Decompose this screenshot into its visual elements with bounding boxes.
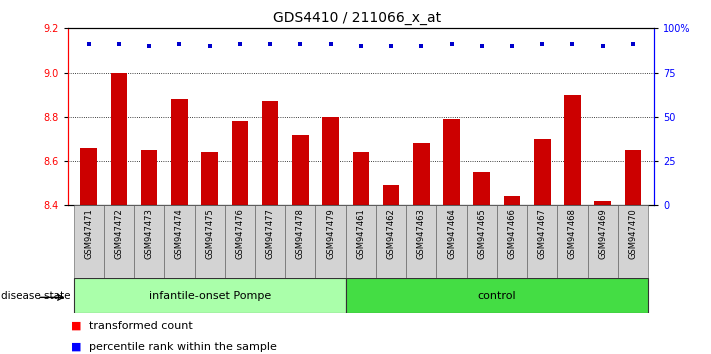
Bar: [376, 205, 406, 278]
Bar: [80, 148, 97, 205]
Point: [294, 41, 306, 47]
Text: disease state: disease state: [1, 291, 71, 301]
Text: GSM947475: GSM947475: [205, 208, 214, 259]
Point: [537, 41, 548, 47]
Text: infantile-onset Pompe: infantile-onset Pompe: [149, 291, 271, 301]
Bar: [443, 119, 460, 205]
Point: [173, 41, 185, 47]
Bar: [262, 101, 279, 205]
Bar: [594, 201, 611, 205]
Bar: [353, 152, 369, 205]
Point: [385, 43, 397, 49]
Point: [234, 41, 245, 47]
Point: [416, 43, 427, 49]
Bar: [316, 205, 346, 278]
Bar: [74, 278, 346, 313]
Bar: [134, 205, 164, 278]
Text: GSM947470: GSM947470: [629, 208, 638, 259]
Bar: [437, 205, 466, 278]
Text: ■: ■: [71, 321, 82, 331]
Bar: [618, 205, 648, 278]
Point: [325, 41, 336, 47]
Text: GSM947476: GSM947476: [235, 208, 245, 259]
Point: [264, 41, 276, 47]
Bar: [564, 95, 581, 205]
Bar: [225, 205, 255, 278]
Bar: [406, 205, 437, 278]
Text: GSM947469: GSM947469: [598, 208, 607, 259]
Text: control: control: [478, 291, 516, 301]
Bar: [285, 205, 316, 278]
Text: transformed count: transformed count: [89, 321, 193, 331]
Point: [627, 41, 638, 47]
Text: GSM947477: GSM947477: [266, 208, 274, 259]
Point: [144, 43, 155, 49]
Bar: [322, 117, 339, 205]
Point: [476, 43, 488, 49]
Bar: [74, 205, 104, 278]
Text: GSM947468: GSM947468: [568, 208, 577, 259]
Point: [506, 43, 518, 49]
Text: GSM947467: GSM947467: [538, 208, 547, 259]
Text: GSM947466: GSM947466: [508, 208, 516, 259]
Bar: [255, 205, 285, 278]
Bar: [232, 121, 248, 205]
Text: GSM947465: GSM947465: [477, 208, 486, 259]
Bar: [292, 135, 309, 205]
Bar: [346, 205, 376, 278]
Bar: [201, 152, 218, 205]
Bar: [587, 205, 618, 278]
Text: GSM947463: GSM947463: [417, 208, 426, 259]
Text: GSM947464: GSM947464: [447, 208, 456, 259]
Point: [446, 41, 457, 47]
Bar: [171, 99, 188, 205]
Bar: [383, 185, 400, 205]
Bar: [625, 150, 641, 205]
Text: ■: ■: [71, 342, 82, 352]
Point: [597, 43, 609, 49]
Bar: [413, 143, 429, 205]
Text: GSM947462: GSM947462: [387, 208, 395, 259]
Bar: [474, 172, 490, 205]
Bar: [164, 205, 195, 278]
Text: percentile rank within the sample: percentile rank within the sample: [89, 342, 277, 352]
Point: [567, 41, 578, 47]
Point: [204, 43, 215, 49]
Bar: [346, 278, 648, 313]
Text: GSM947479: GSM947479: [326, 208, 335, 259]
Text: GSM947473: GSM947473: [144, 208, 154, 259]
Bar: [111, 73, 127, 205]
Bar: [527, 205, 557, 278]
Bar: [534, 139, 550, 205]
Text: GSM947478: GSM947478: [296, 208, 305, 259]
Bar: [503, 196, 520, 205]
Bar: [141, 150, 158, 205]
Text: GSM947474: GSM947474: [175, 208, 184, 259]
Bar: [195, 205, 225, 278]
Bar: [497, 205, 527, 278]
Text: GSM947461: GSM947461: [356, 208, 365, 259]
Text: GSM947471: GSM947471: [84, 208, 93, 259]
Point: [356, 43, 367, 49]
Bar: [466, 205, 497, 278]
Bar: [557, 205, 587, 278]
Bar: [104, 205, 134, 278]
Text: GDS4410 / 211066_x_at: GDS4410 / 211066_x_at: [273, 11, 441, 25]
Text: GSM947472: GSM947472: [114, 208, 124, 259]
Point: [83, 41, 95, 47]
Point: [113, 41, 124, 47]
